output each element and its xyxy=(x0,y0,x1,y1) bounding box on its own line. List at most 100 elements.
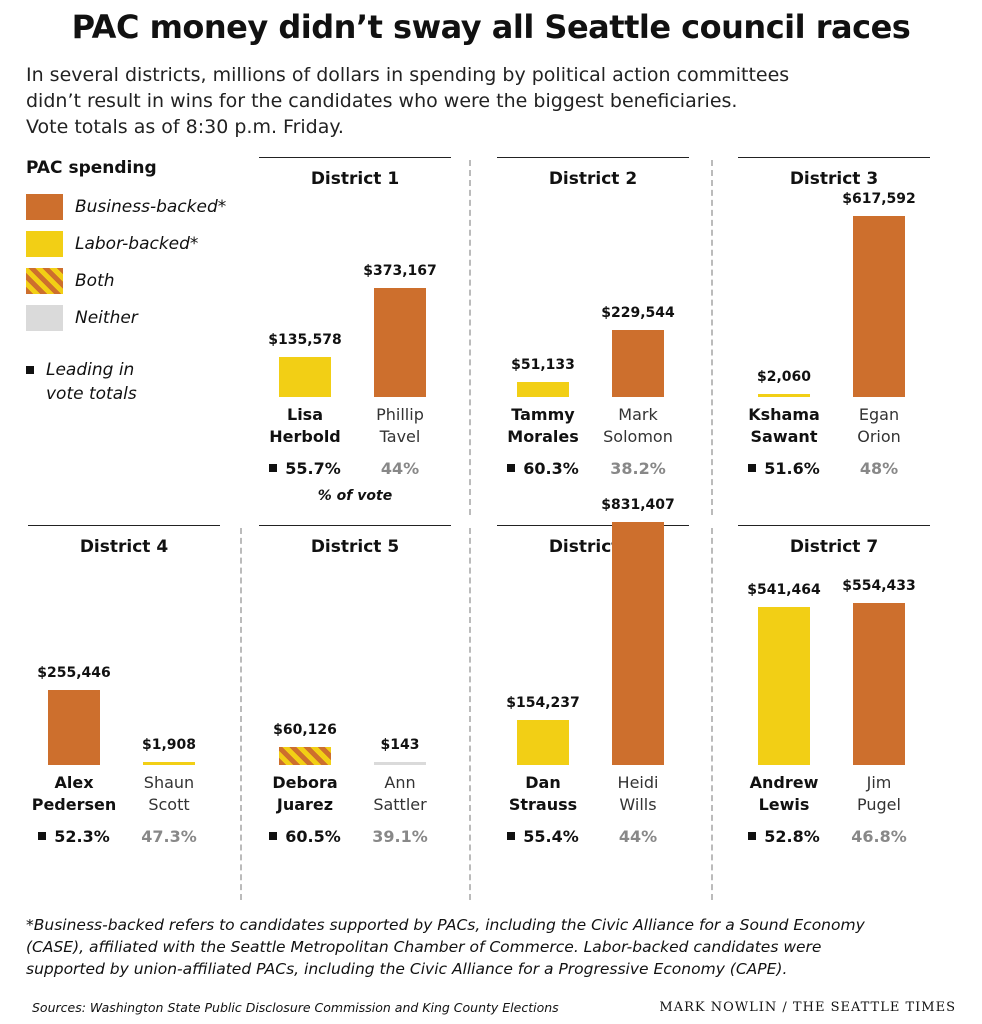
leading-note-line: vote totals xyxy=(46,384,137,404)
bar-business xyxy=(612,330,664,397)
vote-percent-value: 52.3% xyxy=(54,827,110,846)
legend-item-both: Both xyxy=(26,262,236,299)
bar-both xyxy=(279,747,331,765)
bar-business xyxy=(612,522,664,765)
vote-percent-value: 60.5% xyxy=(285,827,341,846)
dashed-divider xyxy=(469,160,471,515)
vote-percent-value: 48% xyxy=(859,459,899,478)
vote-percent-value: 55.7% xyxy=(285,459,341,478)
district-panel: District 5 $60,126 Debora Juarez 60.5% $143 An… xyxy=(259,525,451,907)
leading-marker-icon xyxy=(269,832,278,840)
district-panel: District 2 $51,133 Tammy Morales 60.3% $229,5… xyxy=(497,157,689,539)
district-panel: District 4 $255,446 Alex Pedersen 52.3% $1,90… xyxy=(28,525,220,907)
legend-swatch-business xyxy=(26,193,63,220)
vote-percent-value: 38.2% xyxy=(610,459,666,478)
vote-percent-value: 55.4% xyxy=(523,827,579,846)
legend-label: Both xyxy=(75,270,115,291)
candidate-name: Ann Sattler xyxy=(345,772,455,816)
candidate-name-line: Egan xyxy=(858,405,900,424)
panel-rule xyxy=(259,157,451,158)
leading-marker-icon xyxy=(507,464,516,472)
candidate-name-line: Tavel xyxy=(379,427,421,446)
candidate-name-line: Pedersen xyxy=(31,795,117,814)
legend-item-neither: Neither xyxy=(26,299,236,336)
percent-of-vote-note: % of vote xyxy=(317,488,393,504)
district-title: District 5 xyxy=(310,537,400,557)
vote-percent: 55.4% xyxy=(498,827,588,846)
district-title: District 4 xyxy=(79,537,169,557)
candidate-name: Jim Pugel xyxy=(824,772,934,816)
vote-percent: 39.1% xyxy=(355,827,445,846)
candidate-name-line: Sawant xyxy=(750,427,818,446)
legend-swatch-labor xyxy=(26,230,63,257)
legend-label: Business-backed* xyxy=(75,196,227,217)
sources: Sources: Washington State Public Disclos… xyxy=(32,1000,559,1015)
vote-percent: 46.8% xyxy=(834,827,924,846)
vote-percent: 52.8% xyxy=(739,827,829,846)
candidate-name-line: Orion xyxy=(857,427,901,446)
subtitle-line: Vote totals as of 8:30 p.m. Friday. xyxy=(26,116,344,138)
dashed-divider xyxy=(240,528,242,900)
bar-labor xyxy=(517,720,569,765)
candidate-name-line: Debora xyxy=(272,773,338,792)
candidate-name: Egan Orion xyxy=(824,404,934,448)
bar-business xyxy=(853,603,905,765)
dashed-divider xyxy=(711,160,713,515)
amount-label: $229,544 xyxy=(601,305,675,321)
legend: PAC spending Business-backed* Labor-back… xyxy=(26,158,236,406)
candidate-name: Dan Strauss xyxy=(488,772,598,816)
candidate-name-line: Lisa xyxy=(287,405,323,424)
amount-label: $1,908 xyxy=(141,737,197,753)
dashed-divider xyxy=(711,528,713,900)
district-panel: District 3 $2,060 Kshama Sawant 51.6% $617,59… xyxy=(738,157,930,539)
leading-note-text: Leading in vote totals xyxy=(46,358,137,406)
legend-label: Neither xyxy=(75,307,138,328)
vote-percent: 52.3% xyxy=(29,827,119,846)
amount-label: $617,592 xyxy=(842,191,916,207)
bar-business xyxy=(374,288,426,397)
vote-percent: 55.7% xyxy=(260,459,350,478)
amount-label: $51,133 xyxy=(511,357,575,373)
candidate-name: Phillip Tavel xyxy=(345,404,455,448)
candidate-name: Mark Solomon xyxy=(583,404,693,448)
panel-rule xyxy=(28,525,220,526)
bar-business xyxy=(48,690,100,765)
amount-label: $60,126 xyxy=(273,722,337,738)
bar-neither xyxy=(374,762,426,765)
legend-swatch-neither xyxy=(26,304,63,331)
candidate-name: Tammy Morales xyxy=(488,404,598,448)
subtitle-line: didn’t result in wins for the candidates… xyxy=(26,90,738,112)
legend-leading-note: Leading in vote totals xyxy=(26,358,236,406)
subtitle-line: In several districts, millions of dollar… xyxy=(26,64,790,86)
vote-percent: 60.5% xyxy=(260,827,350,846)
candidate-name-line: Solomon xyxy=(603,427,673,446)
candidate-name: Heidi Wills xyxy=(583,772,693,816)
panel-rule xyxy=(497,157,689,158)
leading-marker-icon xyxy=(26,366,34,374)
amount-label: $143 xyxy=(380,737,420,753)
amount-label: $2,060 xyxy=(756,369,812,385)
candidate-name: Debora Juarez xyxy=(250,772,360,816)
footnote-line: supported by union-affiliated PACs, incl… xyxy=(26,960,788,978)
vote-percent-value: 51.6% xyxy=(764,459,820,478)
candidate-name-line: Strauss xyxy=(508,795,578,814)
district-title: District 2 xyxy=(548,169,638,189)
dashed-divider xyxy=(469,528,471,900)
credit: MARK NOWLIN / THE SEATTLE TIMES xyxy=(659,1000,956,1015)
vote-percent-value: 44% xyxy=(618,827,658,846)
candidate-name-line: Alex xyxy=(54,773,94,792)
district-panel: District 7 $541,464 Andrew Lewis 52.8% $554,4… xyxy=(738,525,930,907)
candidate-name-line: Herbold xyxy=(269,427,341,446)
candidate-name: Lisa Herbold xyxy=(250,404,360,448)
amount-label: $255,446 xyxy=(37,665,111,681)
vote-percent: 48% xyxy=(834,459,924,478)
candidate-name-line: Lewis xyxy=(758,795,810,814)
vote-percent: 51.6% xyxy=(739,459,829,478)
candidate-name-line: Shaun xyxy=(143,773,195,792)
candidate-name-line: Pugel xyxy=(857,795,901,814)
legend-item-labor: Labor-backed* xyxy=(26,225,236,262)
vote-percent: 44% xyxy=(355,459,445,478)
vote-percent-value: 47.3% xyxy=(141,827,197,846)
footnote: *Business-backed refers to candidates su… xyxy=(26,914,956,980)
leading-marker-icon xyxy=(748,832,757,840)
